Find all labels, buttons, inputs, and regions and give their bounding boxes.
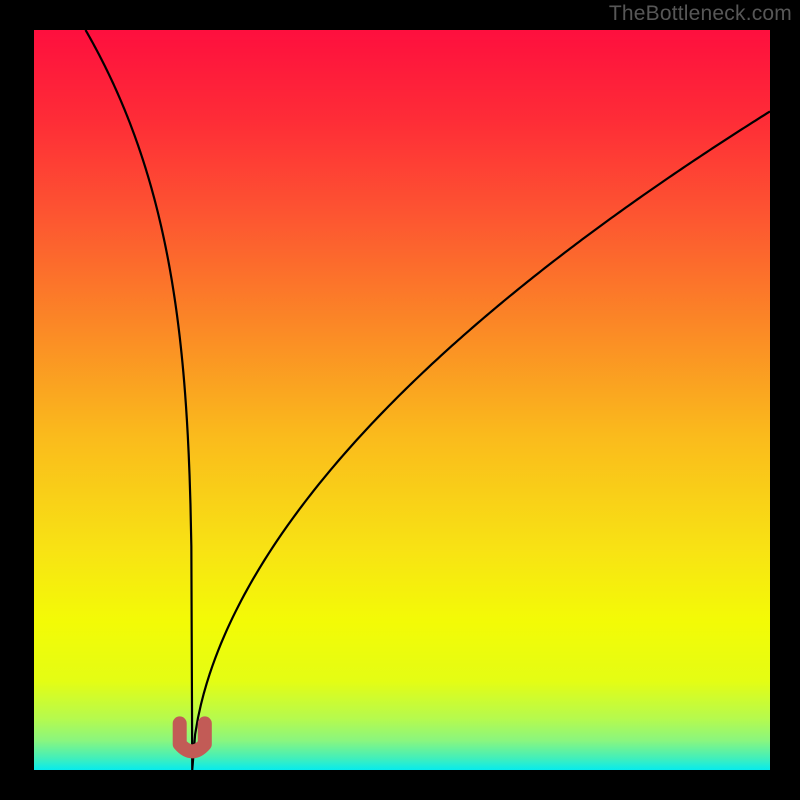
chart-root: TheBottleneck.com (0, 0, 800, 800)
bottleneck-chart (0, 0, 800, 800)
watermark-text: TheBottleneck.com (609, 2, 792, 26)
plot-gradient (34, 30, 770, 770)
